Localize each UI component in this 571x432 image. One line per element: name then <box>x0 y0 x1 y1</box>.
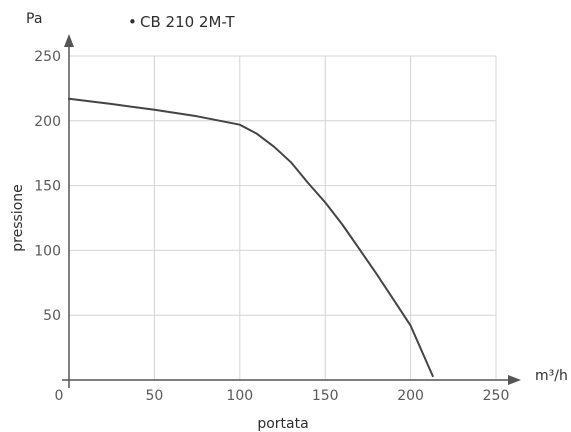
x-tick-label: 50 <box>145 388 163 404</box>
y-tick-label: 50 <box>43 308 61 324</box>
x-tick-labels: 0 50 100 150 200 250 <box>55 388 510 404</box>
y-unit-label: Pa <box>26 11 42 27</box>
y-axis-arrow-icon <box>64 34 74 47</box>
x-axis-title: portata <box>257 416 308 432</box>
series-line <box>68 97 434 378</box>
x-tick-label: 100 <box>226 388 253 404</box>
gridlines <box>69 55 497 380</box>
x-tick-label: 0 <box>55 388 64 404</box>
x-unit-label: m³/h <box>535 368 568 384</box>
x-tick-label: 150 <box>312 388 339 404</box>
y-tick-label: 200 <box>34 114 61 130</box>
x-axis-arrow-icon <box>508 375 521 385</box>
x-tick-label: 250 <box>483 388 510 404</box>
y-tick-labels: 50 100 150 200 250 <box>34 49 61 324</box>
series-group <box>68 97 434 378</box>
y-tick-label: 150 <box>34 179 61 195</box>
y-axis-title: pressione <box>10 184 26 251</box>
legend-bullet-icon: • <box>128 13 137 31</box>
y-tick-label: 100 <box>34 243 61 259</box>
y-tick-label: 250 <box>34 49 61 65</box>
legend: • CB 210 2M-T <box>128 13 235 31</box>
legend-series-label: CB 210 2M-T <box>140 13 235 31</box>
x-tick-label: 200 <box>397 388 424 404</box>
axes <box>62 34 521 388</box>
